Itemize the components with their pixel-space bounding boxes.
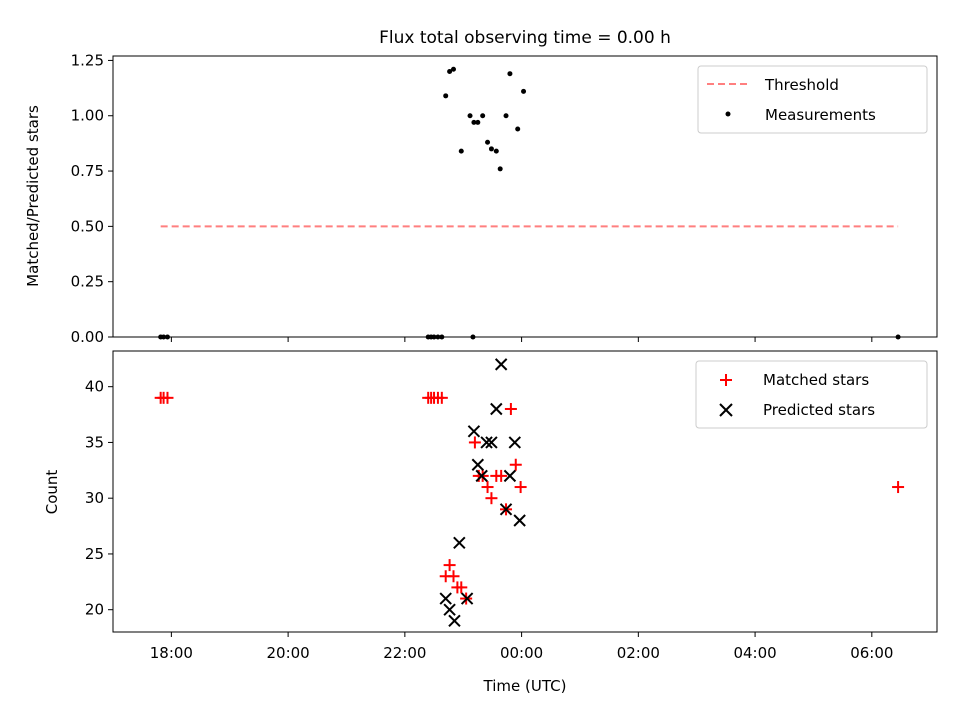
predicted-stars-point [471,458,485,471]
predicted-stars-point [494,358,508,371]
count-y-ticks: 20 25 30 35 40 [85,378,113,619]
matched-stars-point [892,481,905,494]
x-tick-label: 06:00 [850,644,893,662]
count-axes: 20 25 30 35 40 18:00 20:00 22:00 00:00 02:00 04:0… [43,350,938,695]
measurements-point [515,126,521,132]
x-tick-label: 22:00 [383,644,426,662]
count-marks [154,358,905,628]
y-tick-label: 1.00 [71,107,104,125]
y-tick-label: 0.50 [71,217,104,235]
x-tick-label: 20:00 [266,644,309,662]
matched-stars-point [509,458,522,471]
x-tick-label: 04:00 [733,644,776,662]
measurements-point [485,139,491,145]
predicted-stars-point [480,436,493,449]
matched-stars-point [485,492,498,505]
y-tick-label: 0.25 [71,273,104,291]
predicted-stars-point [503,469,517,483]
predicted-stars-point [508,436,521,449]
predicted-stars-legend-handle [719,403,733,417]
ratio-y-ticks: 0.00 0.25 0.50 0.75 1.00 1.25 [71,51,113,346]
measurements-point [488,146,494,152]
y-tick-label: 35 [85,433,104,451]
y-tick-label: 20 [85,601,104,619]
predicted-stars-point [475,469,488,483]
count-legend: Matched stars Predicted stars [695,360,928,429]
measurements-point [458,148,464,154]
matched-stars-point [435,391,448,404]
y-tick-label: 0.00 [71,328,104,346]
y-tick-label: 1.25 [71,51,104,69]
measurements-point [503,113,509,119]
matched-stars-point [443,559,456,572]
y-tick-label: 40 [85,378,104,396]
measurements-point [471,119,477,125]
predicted-stars-legend-label: Predicted stars [763,401,875,419]
matched-stars-point [447,570,460,583]
measurements-legend-label: Measurements [765,106,876,124]
matched-stars-point [481,481,494,494]
threshold-legend-label: Threshold [764,76,839,94]
x-tick-label: 00:00 [500,644,543,662]
count-x-ticks: 18:00 20:00 22:00 00:00 02:00 04:00 06:00 [150,632,893,662]
matched-stars-legend-handle [720,374,732,386]
matched-stars-point [455,581,468,594]
y-tick-label: 30 [85,489,104,507]
matched-stars-point [161,391,174,404]
predicted-stars-point [490,402,503,416]
measurements-point [507,71,513,77]
measurements-point [480,113,486,119]
count-legend-box [695,360,928,429]
ratio-legend-box [697,65,928,134]
count-y-axis-label: Count [43,470,61,515]
measurements-point [447,68,453,74]
ratio-y-axis-label: Matched/Predicted stars [24,105,42,287]
measurements-legend-handle [725,111,731,117]
y-tick-label: 0.75 [71,162,104,180]
figure-title: Flux total observing time = 0.00 h [379,28,671,48]
measurements-point [521,88,527,94]
matched-stars-point [495,469,508,482]
ratio-legend: Threshold Measurements [697,65,928,134]
x-tick-label: 18:00 [150,644,193,662]
predicted-stars-point [467,425,481,438]
x-axis-label: Time (UTC) [483,677,567,695]
measurements-point [450,66,456,72]
count-axes-frame [112,350,938,633]
ratio-axes-frame [112,55,938,338]
matched-stars-point [468,436,481,449]
predicted-stars-point [513,514,526,527]
matched-stars-point [504,402,517,415]
measurements-point [467,113,473,119]
measurements-point [443,93,449,99]
y-tick-label: 25 [85,545,104,563]
predicted-stars-series [439,358,526,628]
predicted-stars-point [448,614,461,628]
predicted-stars-point [460,592,474,605]
predicted-stars-point [499,503,513,516]
predicted-stars-point [485,436,498,449]
predicted-stars-point [439,592,452,605]
measurements-point [475,119,481,125]
x-tick-label: 02:00 [617,644,660,662]
measurements-point [497,166,503,172]
predicted-stars-point [443,603,456,616]
ratio-axes: 0.00 0.25 0.50 0.75 1.00 1.25 Matched/Predict… [24,51,938,346]
matched-stars-point [514,481,527,494]
matched-stars-series [154,391,905,605]
measurements-point [493,148,499,154]
matched-stars-legend-label: Matched stars [763,371,869,389]
predicted-stars-point [453,536,466,550]
ratio-x-ticks [170,337,873,342]
